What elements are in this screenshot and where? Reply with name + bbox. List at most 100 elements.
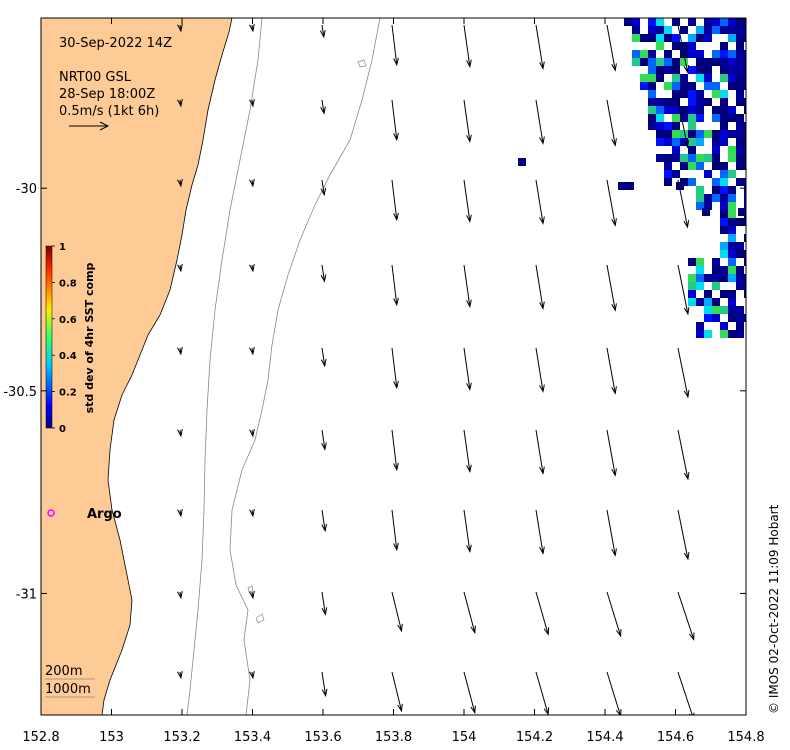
sst-pixel [744,74,746,82]
sst-pixel [672,122,680,130]
product-label: NRT00 GSL [59,70,132,85]
sst-pixel [728,210,736,218]
sst-pixel [744,154,746,162]
sst-pixel [712,162,720,170]
contour-200m [186,18,263,715]
sst-pixel [744,250,746,258]
sst-pixel [648,82,656,90]
sst-pixel [656,34,664,42]
sst-pixel [704,18,712,26]
sst-pixel [744,290,746,298]
sst-pixel [648,74,656,82]
axis-ticks: 152.8 153 153.2 153.4 153.6 153.8 154 154.2 154.… [3,18,765,745]
credit-label: © IMOS 02-Oct-2022 11:09 Hobart [767,504,781,714]
sst-pixel [632,34,640,42]
sst-pixel [744,162,746,170]
x-tick-label: 154.2 [516,730,553,745]
sst-pixel [688,274,696,282]
sst-pixel [518,158,526,166]
sst-pixel [664,50,672,58]
sst-pixel [656,130,664,138]
sst-pixel [656,154,664,162]
sst-pixel [672,130,680,138]
sst-pixel [632,26,640,34]
sst-pixel [712,58,720,66]
sst-pixel [728,146,736,154]
x-tick-label: 154.6 [657,730,694,745]
sst-pixel [744,82,746,90]
sst-pixel [696,130,704,138]
colorbar-title: std dev of 4hr SST comp [83,262,96,413]
sst-pixel [736,90,744,98]
x-tick-label: 153 [99,730,124,745]
scale-label: 0.5m/s (1kt 6h) [59,104,159,119]
sst-pixel [672,66,680,74]
sst-pixel [704,194,712,202]
sst-pixel [704,130,712,138]
sst-pixel [736,114,744,122]
sst-pixel [728,58,736,66]
sst-pixel [696,298,704,306]
sst-pixel [720,114,728,122]
sst-pixel [736,42,744,50]
sst-pixel [688,290,696,298]
sst-pixel [664,138,672,146]
sst-pixel [672,106,680,114]
sst-pixel [696,90,704,98]
sst-pixel [712,146,720,154]
sst-pixel [744,50,746,58]
sst-pixel [736,274,744,282]
sst-pixel [704,34,712,42]
sst-pixel [648,114,656,122]
sst-pixel [656,42,664,50]
sst-pixel [728,66,736,74]
sst-pixel [712,186,720,194]
sst-pixel [676,182,684,190]
sst-pixel [720,306,728,314]
sst-pixel [728,106,736,114]
sst-pixel [720,322,728,330]
sst-pixel [736,282,744,290]
sst-pixel [720,218,728,226]
sst-pixel [696,114,704,122]
sst-pixel [696,194,704,202]
sst-pixel [640,50,648,58]
sst-pixel [744,98,746,106]
sst-pixel [712,130,720,138]
sst-pixel [680,74,688,82]
sst-pixel [744,178,746,186]
sst-pixel [736,34,744,42]
colorbar-tick-label: 0.6 [59,315,77,326]
sst-pixel [688,154,696,162]
sst-pixel [744,186,746,194]
sst-pixel [696,106,704,114]
colorbar-tick-label: 0.4 [59,351,77,362]
sst-pixel [704,98,712,106]
colorbar-tick-label: 1 [59,242,66,253]
sst-pixel [720,266,728,274]
sst-pixel [696,330,704,338]
sst-pixel [680,58,688,66]
sst-pixel [672,74,680,82]
sst-pixel [704,58,712,66]
sst-pixel [688,162,696,170]
sst-pixel [712,82,720,90]
sst-pixel [712,178,720,186]
sst-pixel [736,242,744,250]
sst-pixel [696,50,704,58]
sst-pixel [728,18,736,26]
sst-pixel [664,154,672,162]
sst-pixel [664,66,672,74]
sst-pixel [736,138,744,146]
sst-pixel [720,50,728,58]
x-tick-label: 153.8 [375,730,412,745]
sst-pixel [728,194,736,202]
sst-pixel [704,306,712,314]
sst-pixel [712,306,720,314]
sst-pixel [712,194,720,202]
sst-pixel [744,194,746,202]
y-tick-label: -30.5 [3,385,37,400]
sst-pixel [656,26,664,34]
sst-pixel [688,298,696,306]
sst-pixel [704,82,712,90]
